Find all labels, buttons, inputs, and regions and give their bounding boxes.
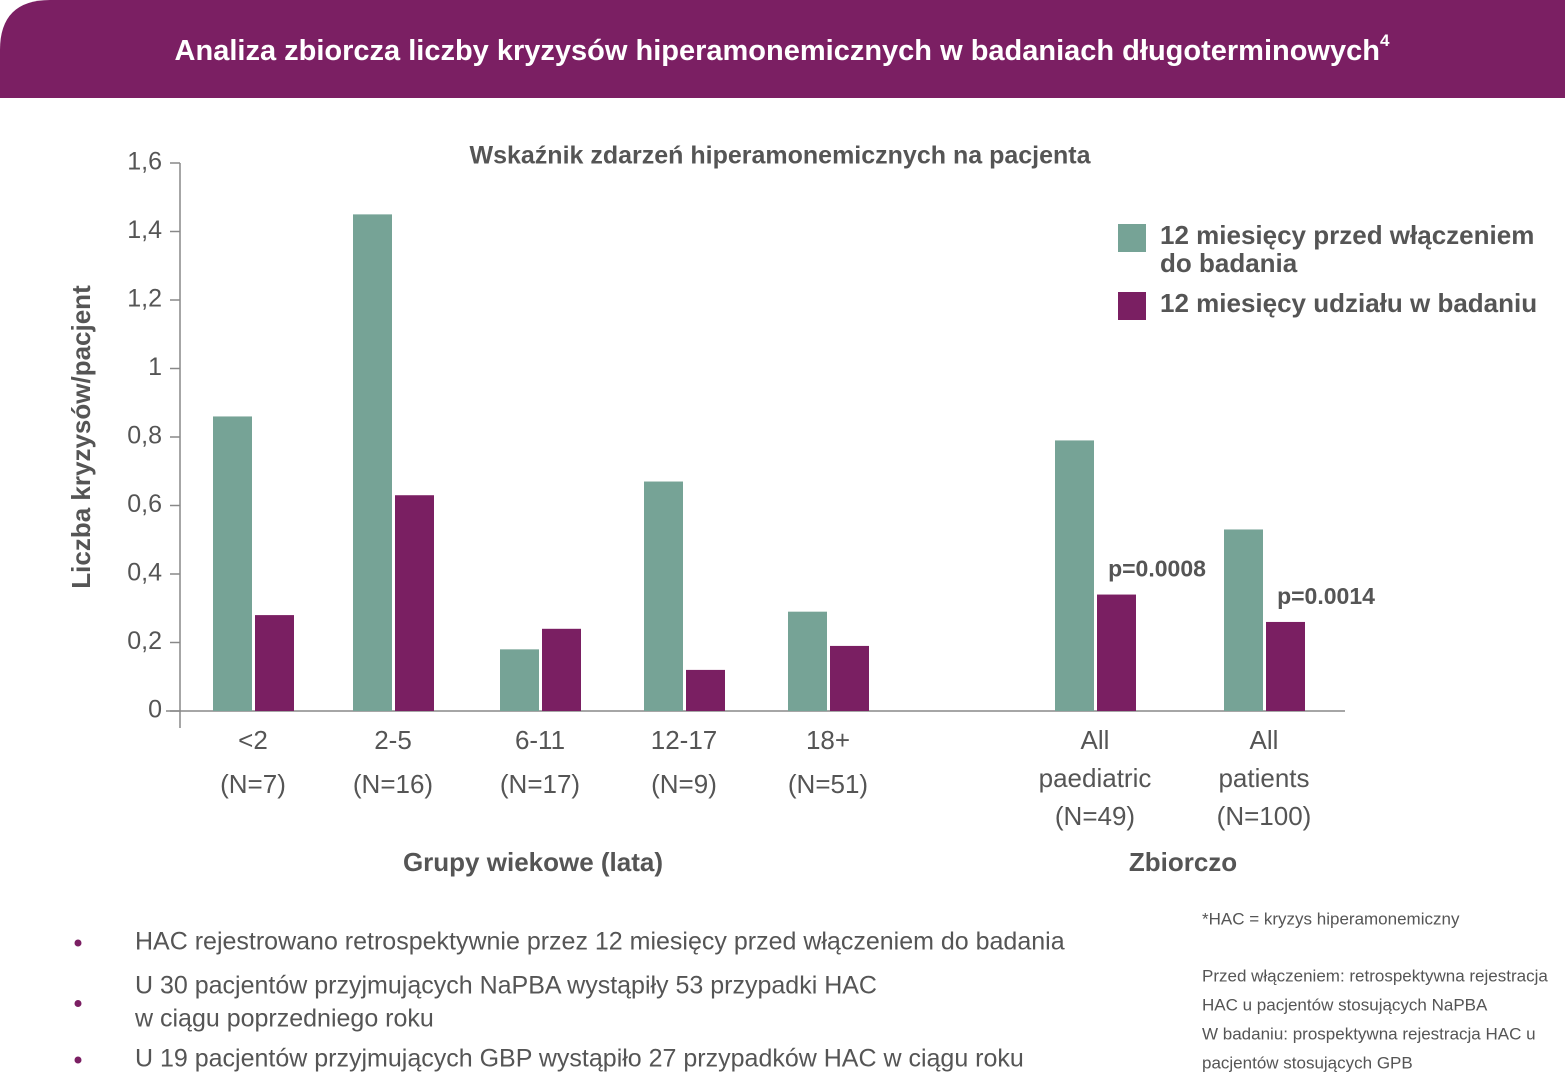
y-tick-label: 0: [148, 696, 162, 724]
footnote: HAC u pacjentów stosujących NaPBA: [1202, 995, 1488, 1014]
bullet-dot: [74, 939, 82, 947]
legend-line: do badania: [1160, 248, 1298, 278]
legend-swatch: [1118, 224, 1146, 252]
y-tick-label: 0,8: [127, 422, 162, 450]
x-tick-label: <2: [238, 725, 268, 755]
bar: [1266, 621, 1305, 711]
bar: [500, 649, 539, 711]
x-tick-label: All: [1250, 725, 1279, 755]
header-band: [0, 0, 1565, 98]
bullet-text: U 19 pacjentów przyjmujących GBP wystąpi…: [135, 1045, 1024, 1073]
x-tick-label: 12-17: [651, 725, 718, 755]
y-tick-label: 1: [148, 353, 162, 381]
bullet-dot: [74, 1056, 82, 1064]
legend-label: 12 miesięcy przed włączeniem do badania: [1160, 220, 1534, 278]
group-label: Grupy wiekowe (lata): [403, 847, 663, 877]
bullet-text: HAC rejestrowano retrospektywnie przez 1…: [135, 928, 1065, 956]
bar: [686, 669, 725, 711]
bullet-text: w ciągu poprzedniego roku: [134, 1005, 434, 1033]
bar: [255, 615, 294, 711]
x-tick-label: (N=7): [220, 769, 286, 799]
y-tick-label: 0,4: [127, 559, 162, 587]
bar: [788, 611, 827, 711]
x-tick-label: paediatric: [1039, 763, 1152, 793]
x-tick-label: 18+: [806, 725, 850, 755]
x-tick-label: (N=51): [788, 769, 868, 799]
x-tick-label: patients: [1218, 763, 1309, 793]
legend-label: 12 miesięcy udziału w badaniu: [1160, 288, 1537, 318]
chart-subtitle: Wskaźnik zdarzeń hiperamonemicznych na p…: [469, 142, 1091, 170]
bar: [395, 495, 434, 711]
x-tick-label: (N=17): [500, 769, 580, 799]
title-text: Analiza zbiorcza liczby kryzysów hiperam…: [175, 35, 1380, 67]
footnote: W badaniu: prospektywna rejestracja HAC …: [1202, 1024, 1536, 1043]
x-tick-label: (N=49): [1055, 801, 1135, 831]
bar: [1224, 529, 1263, 711]
p-value: p=0.0008: [1108, 556, 1206, 582]
y-tick-label: 1,6: [127, 148, 162, 176]
p-value: p=0.0014: [1277, 583, 1375, 609]
y-tick-label: 1,2: [127, 285, 162, 313]
footnote: pacjentów stosujących GPB: [1202, 1053, 1413, 1072]
y-tick-label: 1,4: [127, 216, 162, 244]
bar: [1097, 594, 1136, 711]
bar: [644, 481, 683, 711]
bar: [213, 416, 252, 711]
bullet-dot: [74, 1000, 82, 1007]
bar: [1055, 440, 1094, 711]
x-tick-label: (N=16): [353, 769, 433, 799]
footnote: *HAC = kryzys hiperamonemiczny: [1202, 909, 1460, 928]
y-axis-title: Liczba kryzysów/pacjent: [66, 285, 96, 589]
x-tick-label: 2-5: [374, 725, 412, 755]
x-tick-label: (N=9): [651, 769, 717, 799]
y-tick-label: 0,6: [127, 490, 162, 518]
footnote: Przed włączeniem: retrospektywna rejestr…: [1202, 966, 1548, 985]
bullet-text: U 30 pacjentów przyjmujących NaPBA wystą…: [135, 972, 877, 1000]
header-title: Analiza zbiorcza liczby kryzysów hiperam…: [175, 31, 1390, 66]
group-label: Zbiorczo: [1129, 847, 1237, 877]
bar: [542, 628, 581, 711]
x-tick-label: 6-11: [515, 725, 565, 755]
x-tick-label: (N=100): [1217, 801, 1312, 831]
legend-line: 12 miesięcy przed włączeniem: [1160, 220, 1534, 250]
x-tick-label: All: [1081, 725, 1110, 755]
y-tick-label: 0,2: [127, 627, 162, 655]
legend-swatch: [1118, 292, 1146, 320]
title-superscript: 4: [1380, 31, 1390, 50]
bar: [830, 645, 869, 711]
bar: [353, 214, 392, 711]
